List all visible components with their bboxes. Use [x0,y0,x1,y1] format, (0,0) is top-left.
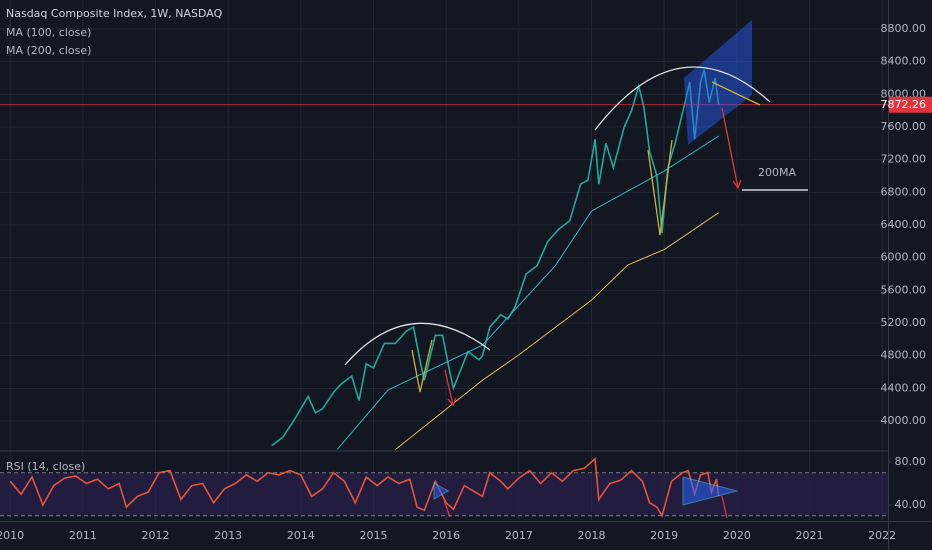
y-tick-label: 8400.00 [881,55,927,68]
y-tick-label: 7600.00 [881,120,927,133]
arrow [721,107,739,189]
x-tick-label: 2015 [360,529,388,542]
x-tick-label: 2016 [432,529,460,542]
y-tick-label: 8800.00 [881,22,927,35]
arrow [721,495,728,519]
annotation: 200MA [758,166,796,179]
x-tick-label: 2013 [214,529,242,542]
trend-line [711,81,761,106]
x-tick-label: 2017 [505,529,533,542]
arrow [443,499,451,518]
y-tick-label: 6800.00 [881,185,927,198]
channel [684,20,752,145]
y-tick-label: 6400.00 [881,218,927,231]
x-tick-label: 2020 [723,529,751,542]
drawings [344,20,808,519]
arc [344,322,491,366]
x-tick-label: 2011 [69,529,97,542]
arrow [444,369,454,406]
x-tick-label: 2018 [578,529,606,542]
price-label: 7872.26 [881,98,927,111]
y-tick-label: 6000.00 [881,251,927,264]
series-line [336,135,719,450]
price-axis-panel [889,0,932,550]
y-tick-label: 7200.00 [881,153,927,166]
v-line [411,339,433,393]
y-tick-label: 4800.00 [881,349,927,362]
price-tag [889,96,932,113]
series-line [9,457,720,518]
x-tick-label: 2022 [868,529,896,542]
arrow-head [447,397,457,407]
y-tick-label: 4400.00 [881,381,927,394]
y-tick-label: 5600.00 [881,283,927,296]
rsi-band [0,472,888,516]
y-tick-label: 80.00 [895,455,927,468]
y-tick-label: 40.00 [895,498,927,511]
grid [0,0,888,520]
legend-entry: MA (200, close) [6,44,91,57]
x-tick-label: 2014 [287,529,315,542]
x-tick-label: 2021 [796,529,824,542]
x-tick-label: 2019 [650,529,678,542]
y-tick-label: 4000.00 [881,414,927,427]
x-tick-label: 2012 [142,529,170,542]
legend-entry: MA (100, close) [6,26,91,39]
rsi-triangle [682,476,739,506]
axes: 2010 2011 2012 2013 2014 2015 2016 2017 2018 2019… [0,22,932,542]
x-tick-label: 2010 [0,529,24,542]
arc [594,66,771,131]
arrow-head [732,179,742,190]
y-tick-label: 5200.00 [881,316,927,329]
rsi-title: RSI (14, close) [6,460,85,473]
chart-title: Nasdaq Composite Index, 1W, NASDAQ [6,7,223,20]
rsi-triangle [433,482,450,500]
series-line [394,212,719,450]
v-line [647,139,673,236]
